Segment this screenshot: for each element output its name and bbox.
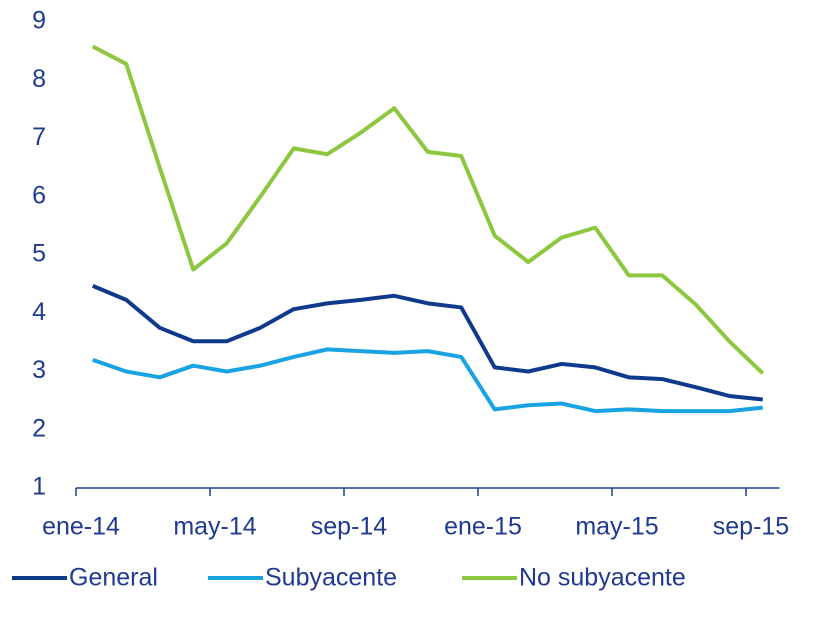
y-tick-label: 9 bbox=[32, 7, 46, 35]
y-tick-label: 6 bbox=[32, 181, 46, 209]
x-tick-label: ene-14 bbox=[42, 513, 120, 541]
y-tick-label: 1 bbox=[32, 473, 46, 501]
y-tick-label: 7 bbox=[32, 123, 46, 151]
line-series bbox=[92, 347, 763, 414]
legend-label: General bbox=[69, 564, 158, 592]
y-tick-label: 2 bbox=[32, 414, 46, 442]
y-tick-label: 3 bbox=[32, 356, 46, 384]
x-tick-label: may-15 bbox=[575, 513, 658, 541]
x-tick-label: sep-14 bbox=[311, 513, 388, 541]
line-series bbox=[91, 44, 765, 375]
y-tick-label: 4 bbox=[32, 298, 46, 326]
y-tick-label: 5 bbox=[32, 240, 46, 268]
y-tick-label: 8 bbox=[32, 65, 46, 93]
legend-label: Subyacente bbox=[265, 564, 397, 592]
x-tick-label: may-14 bbox=[173, 513, 256, 541]
x-tick-label: ene-15 bbox=[444, 513, 522, 541]
legend-label: No subyacente bbox=[519, 564, 686, 592]
line-series bbox=[91, 284, 763, 402]
x-tick-label: sep-15 bbox=[713, 513, 789, 541]
